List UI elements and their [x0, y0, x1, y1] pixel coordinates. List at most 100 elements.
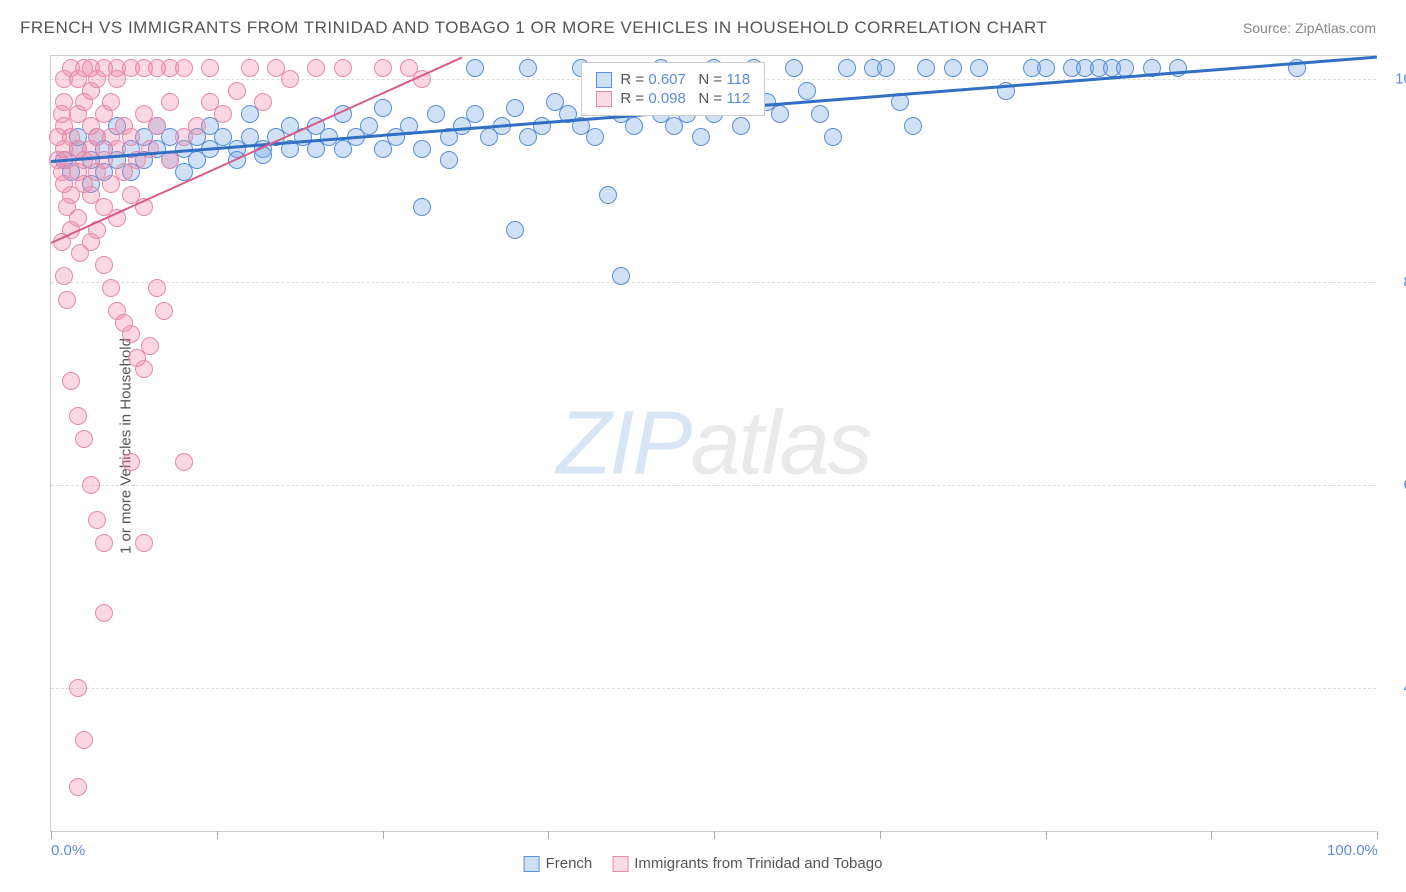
scatter-marker [122, 128, 140, 146]
legend-label: Immigrants from Trinidad and Tobago [634, 855, 882, 872]
scatter-marker [307, 59, 325, 77]
legend-stats: R = 0.607 N = 118 R = 0.098 N = 112 [581, 62, 765, 116]
scatter-marker [824, 128, 842, 146]
legend-bottom: French Immigrants from Trinidad and Tobag… [524, 855, 883, 872]
scatter-marker [102, 93, 120, 111]
legend-swatch [596, 91, 612, 107]
scatter-marker [970, 59, 988, 77]
scatter-marker [69, 679, 87, 697]
scatter-marker [917, 59, 935, 77]
x-tick-label: 0.0% [51, 842, 85, 859]
chart-title: FRENCH VS IMMIGRANTS FROM TRINIDAD AND T… [20, 18, 1047, 38]
x-tick [1377, 831, 1378, 839]
x-tick [880, 831, 881, 839]
scatter-marker [334, 59, 352, 77]
scatter-marker [122, 325, 140, 343]
scatter-marker [69, 778, 87, 796]
scatter-marker [254, 93, 272, 111]
scatter-marker [95, 256, 113, 274]
y-tick-label: 100.0% [1386, 71, 1406, 88]
scatter-marker [732, 117, 750, 135]
x-tick [383, 831, 384, 839]
scatter-marker [58, 291, 76, 309]
scatter-marker [161, 93, 179, 111]
y-tick-label: 65.0% [1386, 477, 1406, 494]
scatter-marker [214, 105, 232, 123]
scatter-marker [75, 731, 93, 749]
scatter-marker [62, 372, 80, 390]
scatter-marker [75, 430, 93, 448]
scatter-marker [466, 105, 484, 123]
scatter-marker [69, 407, 87, 425]
scatter-marker [466, 59, 484, 77]
scatter-marker [102, 279, 120, 297]
watermark-zip: ZIP [556, 393, 690, 493]
scatter-marker [374, 59, 392, 77]
scatter-marker [625, 117, 643, 135]
scatter-marker [201, 59, 219, 77]
gridline-h [51, 282, 1376, 283]
scatter-marker [533, 117, 551, 135]
x-tick [548, 831, 549, 839]
scatter-marker [427, 105, 445, 123]
scatter-marker [519, 59, 537, 77]
scatter-marker [785, 59, 803, 77]
scatter-marker [771, 105, 789, 123]
legend-row: R = 0.098 N = 112 [596, 90, 750, 107]
legend-item: French [524, 855, 593, 872]
legend-item: Immigrants from Trinidad and Tobago [612, 855, 882, 872]
x-tick [51, 831, 52, 839]
scatter-marker [586, 128, 604, 146]
scatter-marker [188, 117, 206, 135]
scatter-marker [122, 453, 140, 471]
scatter-marker [155, 302, 173, 320]
scatter-marker [228, 82, 246, 100]
x-tick-label: 100.0% [1327, 842, 1378, 859]
scatter-marker [148, 279, 166, 297]
watermark-atlas: atlas [690, 393, 870, 493]
x-tick [1211, 831, 1212, 839]
legend-swatch [524, 856, 540, 872]
legend-stat-text: R = 0.607 N = 118 [620, 71, 750, 88]
legend-row: R = 0.607 N = 118 [596, 71, 750, 88]
scatter-marker [612, 267, 630, 285]
scatter-marker [88, 511, 106, 529]
legend-label: French [546, 855, 593, 872]
scatter-marker [95, 534, 113, 552]
y-tick-label: 47.5% [1386, 680, 1406, 697]
gridline-h [51, 485, 1376, 486]
scatter-marker [135, 360, 153, 378]
scatter-marker [413, 140, 431, 158]
legend-swatch [612, 856, 628, 872]
scatter-marker [877, 59, 895, 77]
scatter-marker [241, 59, 259, 77]
scatter-marker [141, 337, 159, 355]
scatter-marker [440, 151, 458, 169]
scatter-marker [506, 221, 524, 239]
scatter-marker [506, 99, 524, 117]
scatter-marker [599, 186, 617, 204]
scatter-marker [1037, 59, 1055, 77]
scatter-marker [82, 476, 100, 494]
x-tick [714, 831, 715, 839]
scatter-marker [175, 453, 193, 471]
scatter-marker [95, 604, 113, 622]
scatter-marker [148, 117, 166, 135]
x-tick [217, 831, 218, 839]
scatter-marker [944, 59, 962, 77]
scatter-marker [413, 198, 431, 216]
gridline-h [51, 688, 1376, 689]
scatter-marker [55, 267, 73, 285]
scatter-marker [838, 59, 856, 77]
source-label: Source: ZipAtlas.com [1243, 20, 1376, 36]
scatter-marker [811, 105, 829, 123]
legend-swatch [596, 72, 612, 88]
x-tick [1046, 831, 1047, 839]
scatter-marker [69, 209, 87, 227]
scatter-marker [175, 59, 193, 77]
scatter-marker [135, 534, 153, 552]
chart-plot-area: ZIPatlas 100.0%82.5%65.0%47.5%0.0%100.0%… [50, 55, 1376, 832]
scatter-marker [374, 99, 392, 117]
scatter-marker [692, 128, 710, 146]
watermark-logo: ZIPatlas [556, 392, 870, 495]
